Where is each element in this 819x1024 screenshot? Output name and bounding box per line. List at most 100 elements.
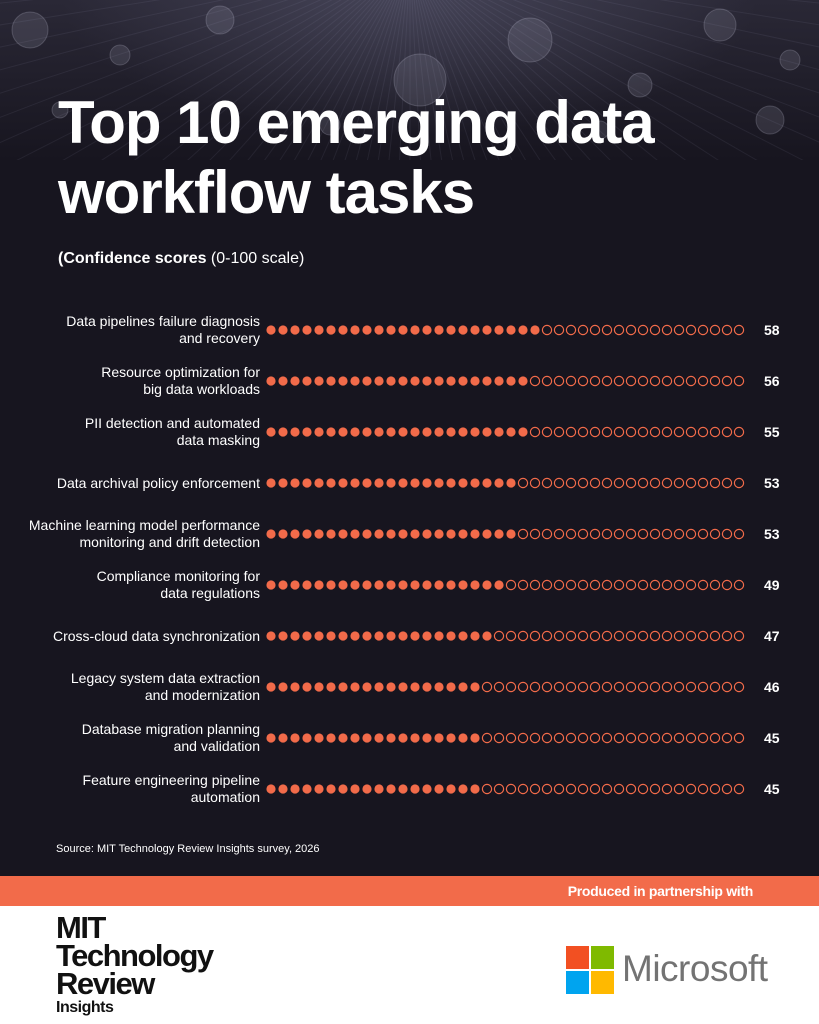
dot-filled [290,733,300,743]
chart-row: Cross-cloud data synchronization 47 [0,611,819,661]
dot-filled [446,376,456,386]
dot-empty [733,477,745,489]
category-label-text: Compliance monitoring for data regulation… [97,568,260,602]
value-label: 49 [764,577,780,593]
dot-empty [517,681,529,693]
dot-filled [398,325,408,335]
dot-empty [733,579,745,591]
dot-bar [266,375,745,387]
dot-filled [446,631,456,641]
category-label-line: big data workloads [143,381,260,397]
dot-empty [721,732,733,744]
dot-empty [553,324,565,336]
dot-filled [266,631,276,641]
dot-filled [338,325,348,335]
dot-filled [410,580,420,590]
dot-bar [266,528,745,540]
source-note: Source: MIT Technology Review Insights s… [56,843,320,855]
dot-empty [733,528,745,540]
dot-empty [541,579,553,591]
dot-bar [266,324,745,336]
dot-filled [338,376,348,386]
dot-filled [278,733,288,743]
dot-empty [673,630,685,642]
dot-empty [721,426,733,438]
dot-empty [565,579,577,591]
dot-filled [266,733,276,743]
value-label: 46 [764,679,780,695]
dot-filled [362,478,372,488]
dot-filled [482,376,492,386]
dot-filled [266,427,276,437]
dot-filled [350,325,360,335]
category-label: Data archival policy enforcement [10,458,260,508]
dot-empty [565,375,577,387]
dot-empty [733,375,745,387]
dot-empty [697,375,709,387]
dot-filled [434,733,444,743]
dot-empty [493,681,505,693]
dot-empty [685,324,697,336]
dot-empty [589,426,601,438]
dot-filled [410,376,420,386]
dot-empty [529,630,541,642]
dot-empty [577,630,589,642]
dot-empty [553,630,565,642]
dot-filled [386,580,396,590]
dot-filled [386,784,396,794]
dot-filled [446,427,456,437]
category-label-line: Machine learning model performance [28,517,260,533]
dot-empty [589,732,601,744]
dot-empty [625,375,637,387]
dot-filled [470,631,480,641]
dot-empty [505,783,517,795]
dot-empty [589,528,601,540]
dot-filled [482,325,492,335]
dot-empty [577,681,589,693]
dot-empty [661,681,673,693]
dot-bar [266,783,745,795]
dot-empty [553,528,565,540]
dot-bar [266,477,745,489]
dot-empty [505,630,517,642]
chart-row: Data pipelines failure diagnosis and reco… [0,305,819,355]
dot-empty [625,324,637,336]
dot-filled [278,784,288,794]
dot-empty [517,477,529,489]
logo-line-1: MIT [56,910,106,945]
dot-filled [506,427,516,437]
dot-empty [661,732,673,744]
dot-filled [326,580,336,590]
dot-empty [697,324,709,336]
category-label-line: Resource optimization for [101,364,260,380]
dot-filled [314,427,324,437]
dot-empty [565,477,577,489]
dot-filled [278,376,288,386]
dot-filled [302,580,312,590]
category-label: Cross-cloud data synchronization [10,611,260,661]
dot-empty [553,375,565,387]
dot-filled [266,325,276,335]
chart-row: Machine learning model performance monito… [0,509,819,559]
category-label-line: automation [190,789,260,805]
dot-empty [649,630,661,642]
dot-filled [434,682,444,692]
dot-empty [541,732,553,744]
dot-empty [565,324,577,336]
chart-row: PII detection and automated data masking 5… [0,407,819,457]
dot-filled [314,784,324,794]
dot-empty [637,783,649,795]
dot-filled [458,682,468,692]
hero-background [0,0,819,160]
dot-filled [326,376,336,386]
chart-row: Database migration planning and validatio… [0,713,819,763]
dot-bar [266,630,745,642]
dot-filled [434,478,444,488]
category-label-line: PII detection and automated [84,415,260,431]
dot-empty [709,783,721,795]
dot-empty [721,630,733,642]
dot-filled [410,784,420,794]
dot-empty [541,528,553,540]
dot-filled [506,376,516,386]
dot-empty [541,783,553,795]
